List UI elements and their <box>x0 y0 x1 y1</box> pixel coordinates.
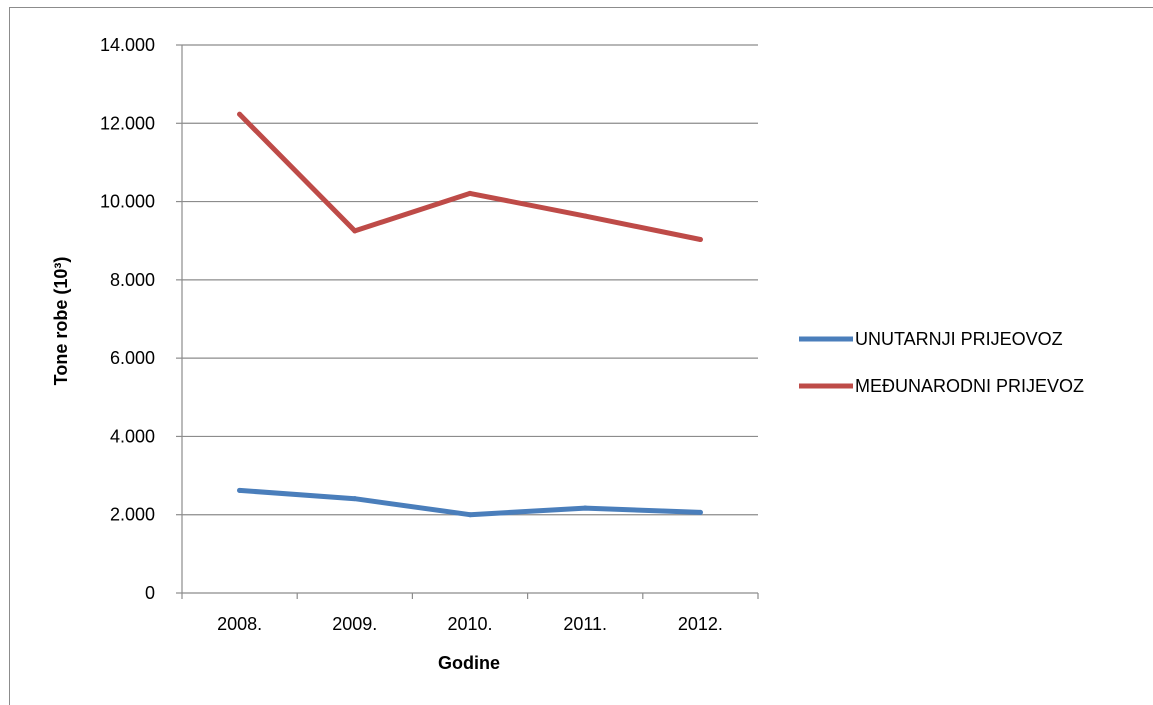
data-point <box>582 505 588 511</box>
legend-label: UNUTARNJI PRIJEOVOZ <box>855 329 1063 349</box>
gridlines <box>182 44 758 516</box>
y-tick-label: 4.000 <box>110 426 155 446</box>
x-tick-label: 2011. <box>563 614 607 634</box>
series-line <box>237 487 703 518</box>
y-tick-label: 12.000 <box>100 113 155 133</box>
axes <box>176 44 759 599</box>
chart-frame <box>9 7 1153 705</box>
x-tick-label: 2010. <box>447 614 492 634</box>
y-tick-label: 14.000 <box>100 35 155 55</box>
x-tick-label: 2009. <box>332 614 377 634</box>
y-tick-label: 0 <box>145 583 155 603</box>
data-point <box>697 509 703 515</box>
data-point <box>467 190 473 196</box>
data-point <box>237 487 243 493</box>
y-tick-label: 10.000 <box>100 192 155 212</box>
x-tick-label: 2012. <box>678 614 723 634</box>
legend: UNUTARNJI PRIJEOVOZ MEĐUNARODNI PRIJEVOZ <box>799 329 1084 396</box>
x-tick-label: 2008. <box>217 614 262 634</box>
y-axis-tick-labels: 0 2.000 4.000 6.000 8.000 10.000 12.000 14.000 <box>100 35 155 603</box>
legend-label: MEĐUNARODNI PRIJEVOZ <box>855 376 1084 396</box>
series-lines <box>237 111 703 518</box>
y-tick-label: 6.000 <box>110 348 155 368</box>
x-axis-tick-labels: 2008. 2009. 2010. 2011. 2012. <box>217 614 723 634</box>
data-point <box>237 111 243 117</box>
y-axis-title: Tone robe (10³) <box>51 257 71 386</box>
data-point <box>697 237 703 243</box>
y-tick-label: 2.000 <box>110 505 155 525</box>
series-line <box>237 111 703 242</box>
y-tick-label: 8.000 <box>110 270 155 290</box>
data-point <box>352 228 358 234</box>
x-axis-title: Godine <box>438 653 500 673</box>
data-point <box>582 213 588 219</box>
data-point <box>352 496 358 502</box>
data-point <box>467 512 473 518</box>
